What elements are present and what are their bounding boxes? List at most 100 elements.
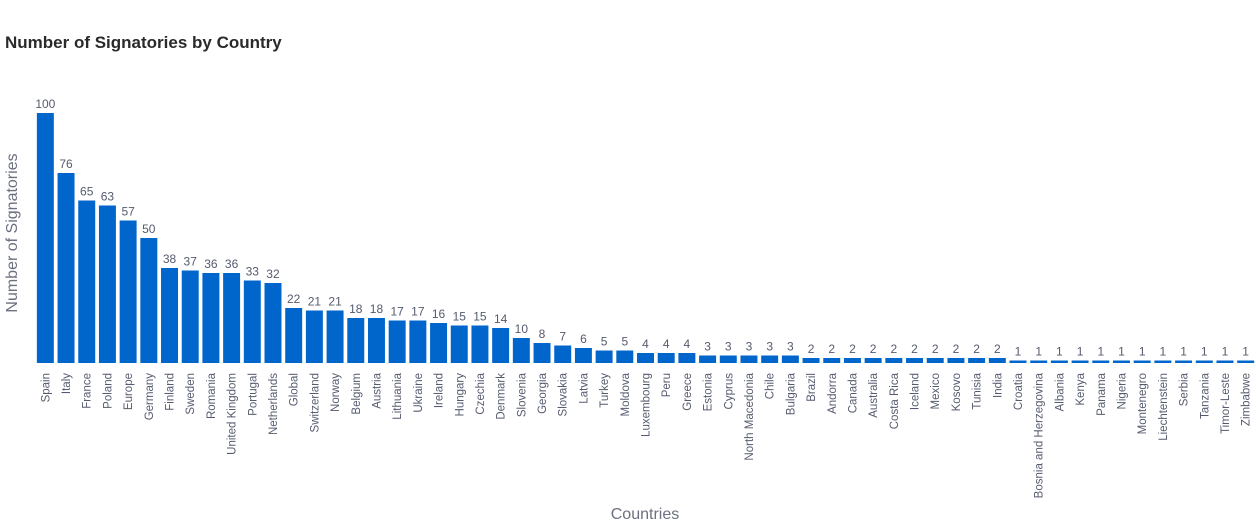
data-label: 17 bbox=[390, 305, 404, 319]
bar-bosnia-and-herzegovina bbox=[1030, 360, 1048, 363]
bar-chile bbox=[761, 355, 779, 363]
x-tick-label: Poland bbox=[102, 373, 114, 409]
x-tick-label: Ireland bbox=[434, 373, 446, 408]
bar-poland bbox=[98, 205, 116, 363]
data-label: 22 bbox=[287, 292, 301, 306]
x-tick-label: Canada bbox=[847, 372, 859, 413]
x-tick-label: Estonia bbox=[703, 372, 715, 411]
bar-slovakia bbox=[554, 345, 572, 363]
data-label: 18 bbox=[349, 302, 363, 316]
data-label: 1 bbox=[1139, 345, 1146, 359]
data-label: 5 bbox=[601, 335, 608, 349]
x-tick-label: Kenya bbox=[1075, 372, 1087, 405]
x-tick-label: Netherlands bbox=[268, 373, 280, 435]
x-tick-label: Montenegro bbox=[1137, 373, 1149, 434]
x-tick-label: Brazil bbox=[806, 373, 818, 402]
x-tick-label: Moldova bbox=[620, 372, 632, 416]
bar-switzerland bbox=[305, 310, 323, 363]
data-label: 2 bbox=[849, 342, 856, 356]
data-label: 21 bbox=[328, 295, 342, 309]
bar-norway bbox=[326, 310, 344, 363]
bar-zimbabwe bbox=[1237, 360, 1255, 363]
data-label: 2 bbox=[870, 342, 877, 356]
data-label: 1 bbox=[1242, 345, 1249, 359]
bar-ireland bbox=[430, 323, 448, 363]
bar-estonia bbox=[699, 355, 717, 363]
x-tick-label: Denmark bbox=[496, 373, 508, 420]
x-tick-label: Andorra bbox=[827, 372, 839, 414]
x-tick-label: Tanzania bbox=[1199, 372, 1211, 419]
bar-bulgaria bbox=[781, 355, 799, 363]
x-tick-label: Luxembourg bbox=[641, 373, 653, 437]
data-label: 33 bbox=[246, 265, 260, 279]
x-tick-label: Serbia bbox=[1179, 372, 1191, 406]
bar-tunisia bbox=[968, 358, 986, 363]
data-label: 14 bbox=[494, 312, 508, 326]
data-label: 2 bbox=[994, 342, 1001, 356]
bar-luxembourg bbox=[637, 353, 654, 363]
data-label: 10 bbox=[515, 322, 529, 336]
bar-tanzania bbox=[1195, 360, 1213, 363]
bar-serbia bbox=[1175, 360, 1193, 363]
x-tick-label: Panama bbox=[1096, 372, 1108, 415]
bar-netherlands bbox=[264, 283, 282, 363]
x-tick-label: Iceland bbox=[910, 373, 922, 410]
bar-georgia bbox=[533, 343, 551, 363]
bar-germany bbox=[140, 238, 158, 363]
data-label: 1 bbox=[1201, 345, 1208, 359]
x-tick-label: Croatia bbox=[1013, 372, 1025, 410]
data-label: 5 bbox=[621, 335, 628, 349]
x-tick-label: Turkey bbox=[599, 373, 611, 408]
data-label: 3 bbox=[766, 340, 773, 354]
bar-lithuania bbox=[388, 320, 406, 363]
bar-global bbox=[285, 308, 303, 363]
x-tick-label: Global bbox=[289, 373, 301, 406]
data-label: 3 bbox=[725, 340, 732, 354]
data-label: 4 bbox=[663, 337, 670, 351]
data-label: 36 bbox=[225, 257, 239, 271]
x-tick-label: Mexico bbox=[930, 373, 942, 409]
bar-ukraine bbox=[409, 320, 427, 363]
bar-france bbox=[78, 200, 96, 363]
data-label: 3 bbox=[787, 340, 794, 354]
data-label: 1 bbox=[1056, 345, 1063, 359]
x-axis-title: Countries bbox=[611, 506, 679, 523]
x-tick-label: Slovenia bbox=[516, 372, 528, 417]
x-tick-label: Lithuania bbox=[392, 372, 404, 419]
x-tick-label: Spain bbox=[40, 373, 52, 402]
data-label: 1 bbox=[1077, 345, 1084, 359]
data-label: 2 bbox=[932, 342, 939, 356]
bar-slovenia bbox=[512, 338, 530, 363]
x-tick-label: Kosovo bbox=[951, 373, 963, 411]
data-label: 1 bbox=[1118, 345, 1125, 359]
x-tick-label: India bbox=[992, 372, 1004, 398]
x-tick-label: Timor-Leste bbox=[1220, 373, 1232, 434]
data-label: 36 bbox=[204, 257, 218, 271]
x-tick-label: Cyprus bbox=[723, 373, 735, 410]
x-tick-label: United Kingdom bbox=[227, 373, 239, 455]
bar-turkey bbox=[595, 350, 613, 363]
bar-czechia bbox=[471, 325, 489, 363]
bar-liechtenstein bbox=[1154, 360, 1172, 363]
x-tick-label: North Macedonia bbox=[744, 372, 756, 460]
x-tick-label: Greece bbox=[682, 373, 694, 411]
bar-cyprus bbox=[719, 355, 737, 363]
bar-croatia bbox=[1009, 360, 1027, 363]
x-tick-labels-group: Spain Italy France Poland Europe Germany Finla… bbox=[40, 372, 1252, 498]
bar-australia bbox=[864, 358, 882, 363]
data-label: 6 bbox=[580, 332, 587, 346]
bar-kenya bbox=[1071, 360, 1089, 363]
data-label: 3 bbox=[704, 340, 711, 354]
x-tick-label: Belgium bbox=[351, 373, 363, 415]
data-label: 38 bbox=[163, 252, 177, 266]
x-tick-label: Georgia bbox=[537, 372, 549, 414]
bar-nigeria bbox=[1113, 360, 1130, 363]
bar-canada bbox=[843, 358, 861, 363]
data-label: 1 bbox=[1222, 345, 1229, 359]
data-label: 57 bbox=[121, 205, 135, 219]
x-tick-label: Czechia bbox=[475, 372, 487, 414]
x-tick-label: Portugal bbox=[247, 373, 259, 416]
bar-europe bbox=[119, 220, 137, 363]
